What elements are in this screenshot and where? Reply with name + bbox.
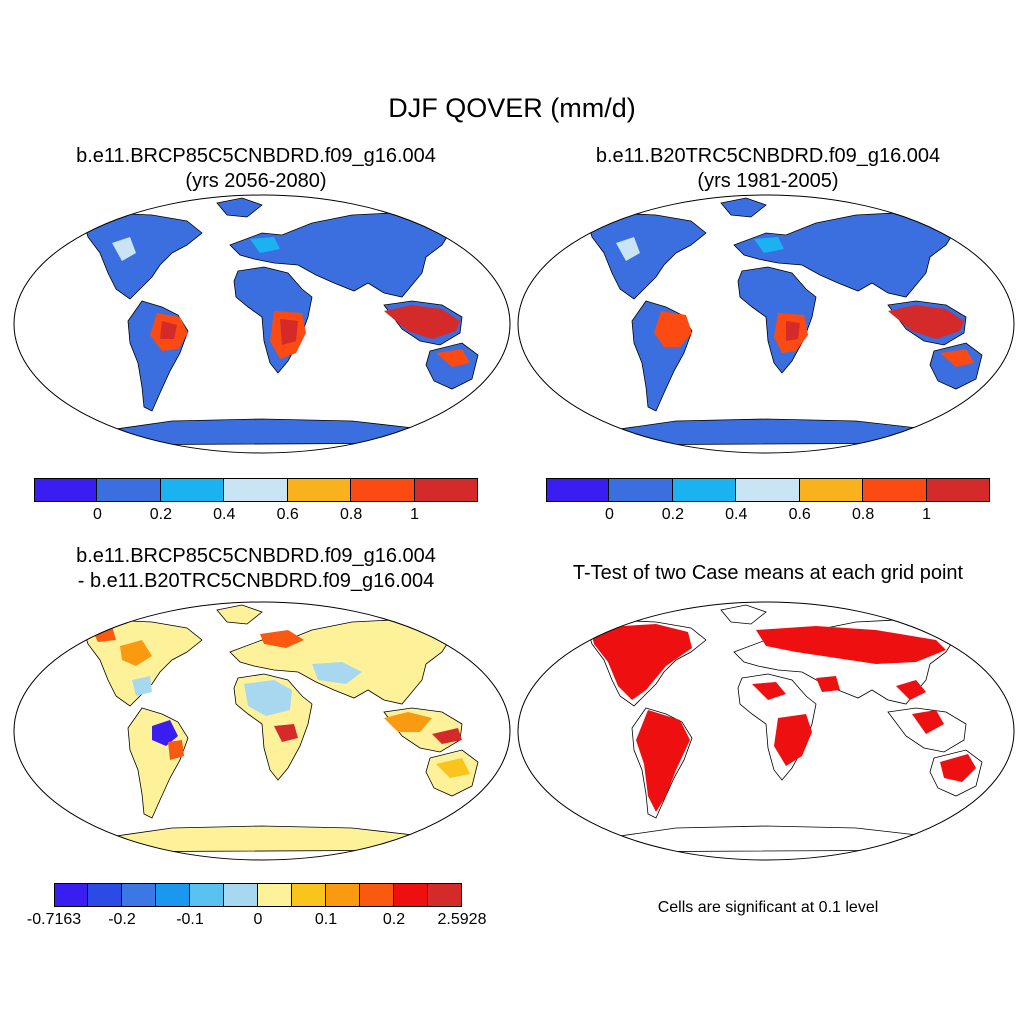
- colorbar-label: 0.4: [213, 506, 236, 523]
- colorbar-swatch: [609, 478, 673, 502]
- colorbar-label: 0.2: [661, 506, 684, 523]
- colorbar-label: 0.1: [314, 911, 338, 928]
- colorbar-swatch: [97, 478, 161, 502]
- figure-title: DJF QOVER (mm/d): [388, 93, 636, 123]
- panel-title-historical: b.e11.B20TRC5CNBDRD.f09_g16.004: [595, 145, 941, 167]
- colorbar-swatch: [160, 478, 225, 502]
- colorbar-swatch: [224, 478, 288, 502]
- colorbar-label: 0.6: [788, 506, 811, 523]
- colorbar-label: 1: [922, 506, 932, 523]
- colorbar-swatch: [546, 478, 610, 502]
- colorbar-swatch: [121, 883, 156, 907]
- panel-title-difference-line1: b.e11.BRCP85C5CNBDRD.f09_g16.004: [76, 545, 436, 567]
- colorbar-label: 0: [92, 506, 102, 523]
- colorbar-swatch: [799, 478, 864, 502]
- map-future: [13, 194, 511, 454]
- panel-years-historical: (yrs 1981-2005): [697, 170, 839, 192]
- colorbar-label: -0.7163: [26, 911, 82, 928]
- panel-title-future: b.e11.BRCP85C5CNBDRD.f09_g16.004: [76, 145, 436, 167]
- significance-note: Cells are significant at 0.1 level: [657, 899, 879, 916]
- colorbar-swatch: [736, 478, 800, 502]
- colorbar-swatch: [189, 883, 224, 907]
- colorbar-label: 0.8: [852, 506, 875, 523]
- colorbar-label: 0.6: [276, 506, 299, 523]
- colorbar-swatch: [672, 478, 737, 502]
- panel-years-future: (yrs 2056-2080): [185, 170, 327, 192]
- colorbar-swatch: [292, 883, 326, 907]
- colorbar-swatch: [34, 478, 98, 502]
- colorbar-swatch: [287, 478, 352, 502]
- colorbar-swatch: [926, 478, 990, 502]
- colorbar-future: 0 0.2 0.4 0.6 0.8 1: [34, 478, 478, 523]
- colorbar-swatch: [325, 883, 360, 907]
- colorbar-swatch: [224, 883, 258, 907]
- colorbar-swatch: [258, 883, 292, 907]
- colorbar-label: 0: [253, 911, 263, 928]
- colorbar-label: -0.1: [176, 911, 204, 928]
- significant-cells: [590, 624, 976, 812]
- map-historical: [517, 194, 1015, 454]
- map-difference: [13, 601, 511, 861]
- colorbar-difference: -0.7163 -0.2 -0.1 0 0.1 0.2 2.5928: [27, 883, 486, 928]
- colorbar-label: 0.8: [340, 506, 363, 523]
- colorbar-historical: 0 0.2 0.4 0.6 0.8 1: [546, 478, 990, 523]
- colorbar-label: 0.2: [382, 911, 406, 928]
- colorbar-swatch: [863, 478, 927, 502]
- colorbar-swatch: [54, 883, 88, 907]
- colorbar-label: 2.5928: [437, 911, 487, 928]
- colorbar-swatch: [87, 883, 122, 907]
- panel-title-difference-line2: - b.e11.B20TRC5CNBDRD.f09_g16.004: [77, 570, 435, 592]
- map-significance: [517, 601, 1015, 861]
- colorbar-label: 1: [410, 506, 420, 523]
- colorbar-label: 0.4: [725, 506, 748, 523]
- panel-title-ttest: T-Test of two Case means at each grid po…: [572, 562, 964, 584]
- colorbar-label: 0.2: [149, 506, 172, 523]
- colorbar-swatch: [394, 883, 428, 907]
- colorbar-swatch: [360, 883, 394, 907]
- colorbar-label: -0.2: [108, 911, 136, 928]
- colorbar-swatch: [428, 883, 462, 907]
- colorbar-swatch: [156, 883, 190, 907]
- colorbar-swatch: [414, 478, 478, 502]
- colorbar-swatch: [351, 478, 415, 502]
- colorbar-label: 0: [604, 506, 614, 523]
